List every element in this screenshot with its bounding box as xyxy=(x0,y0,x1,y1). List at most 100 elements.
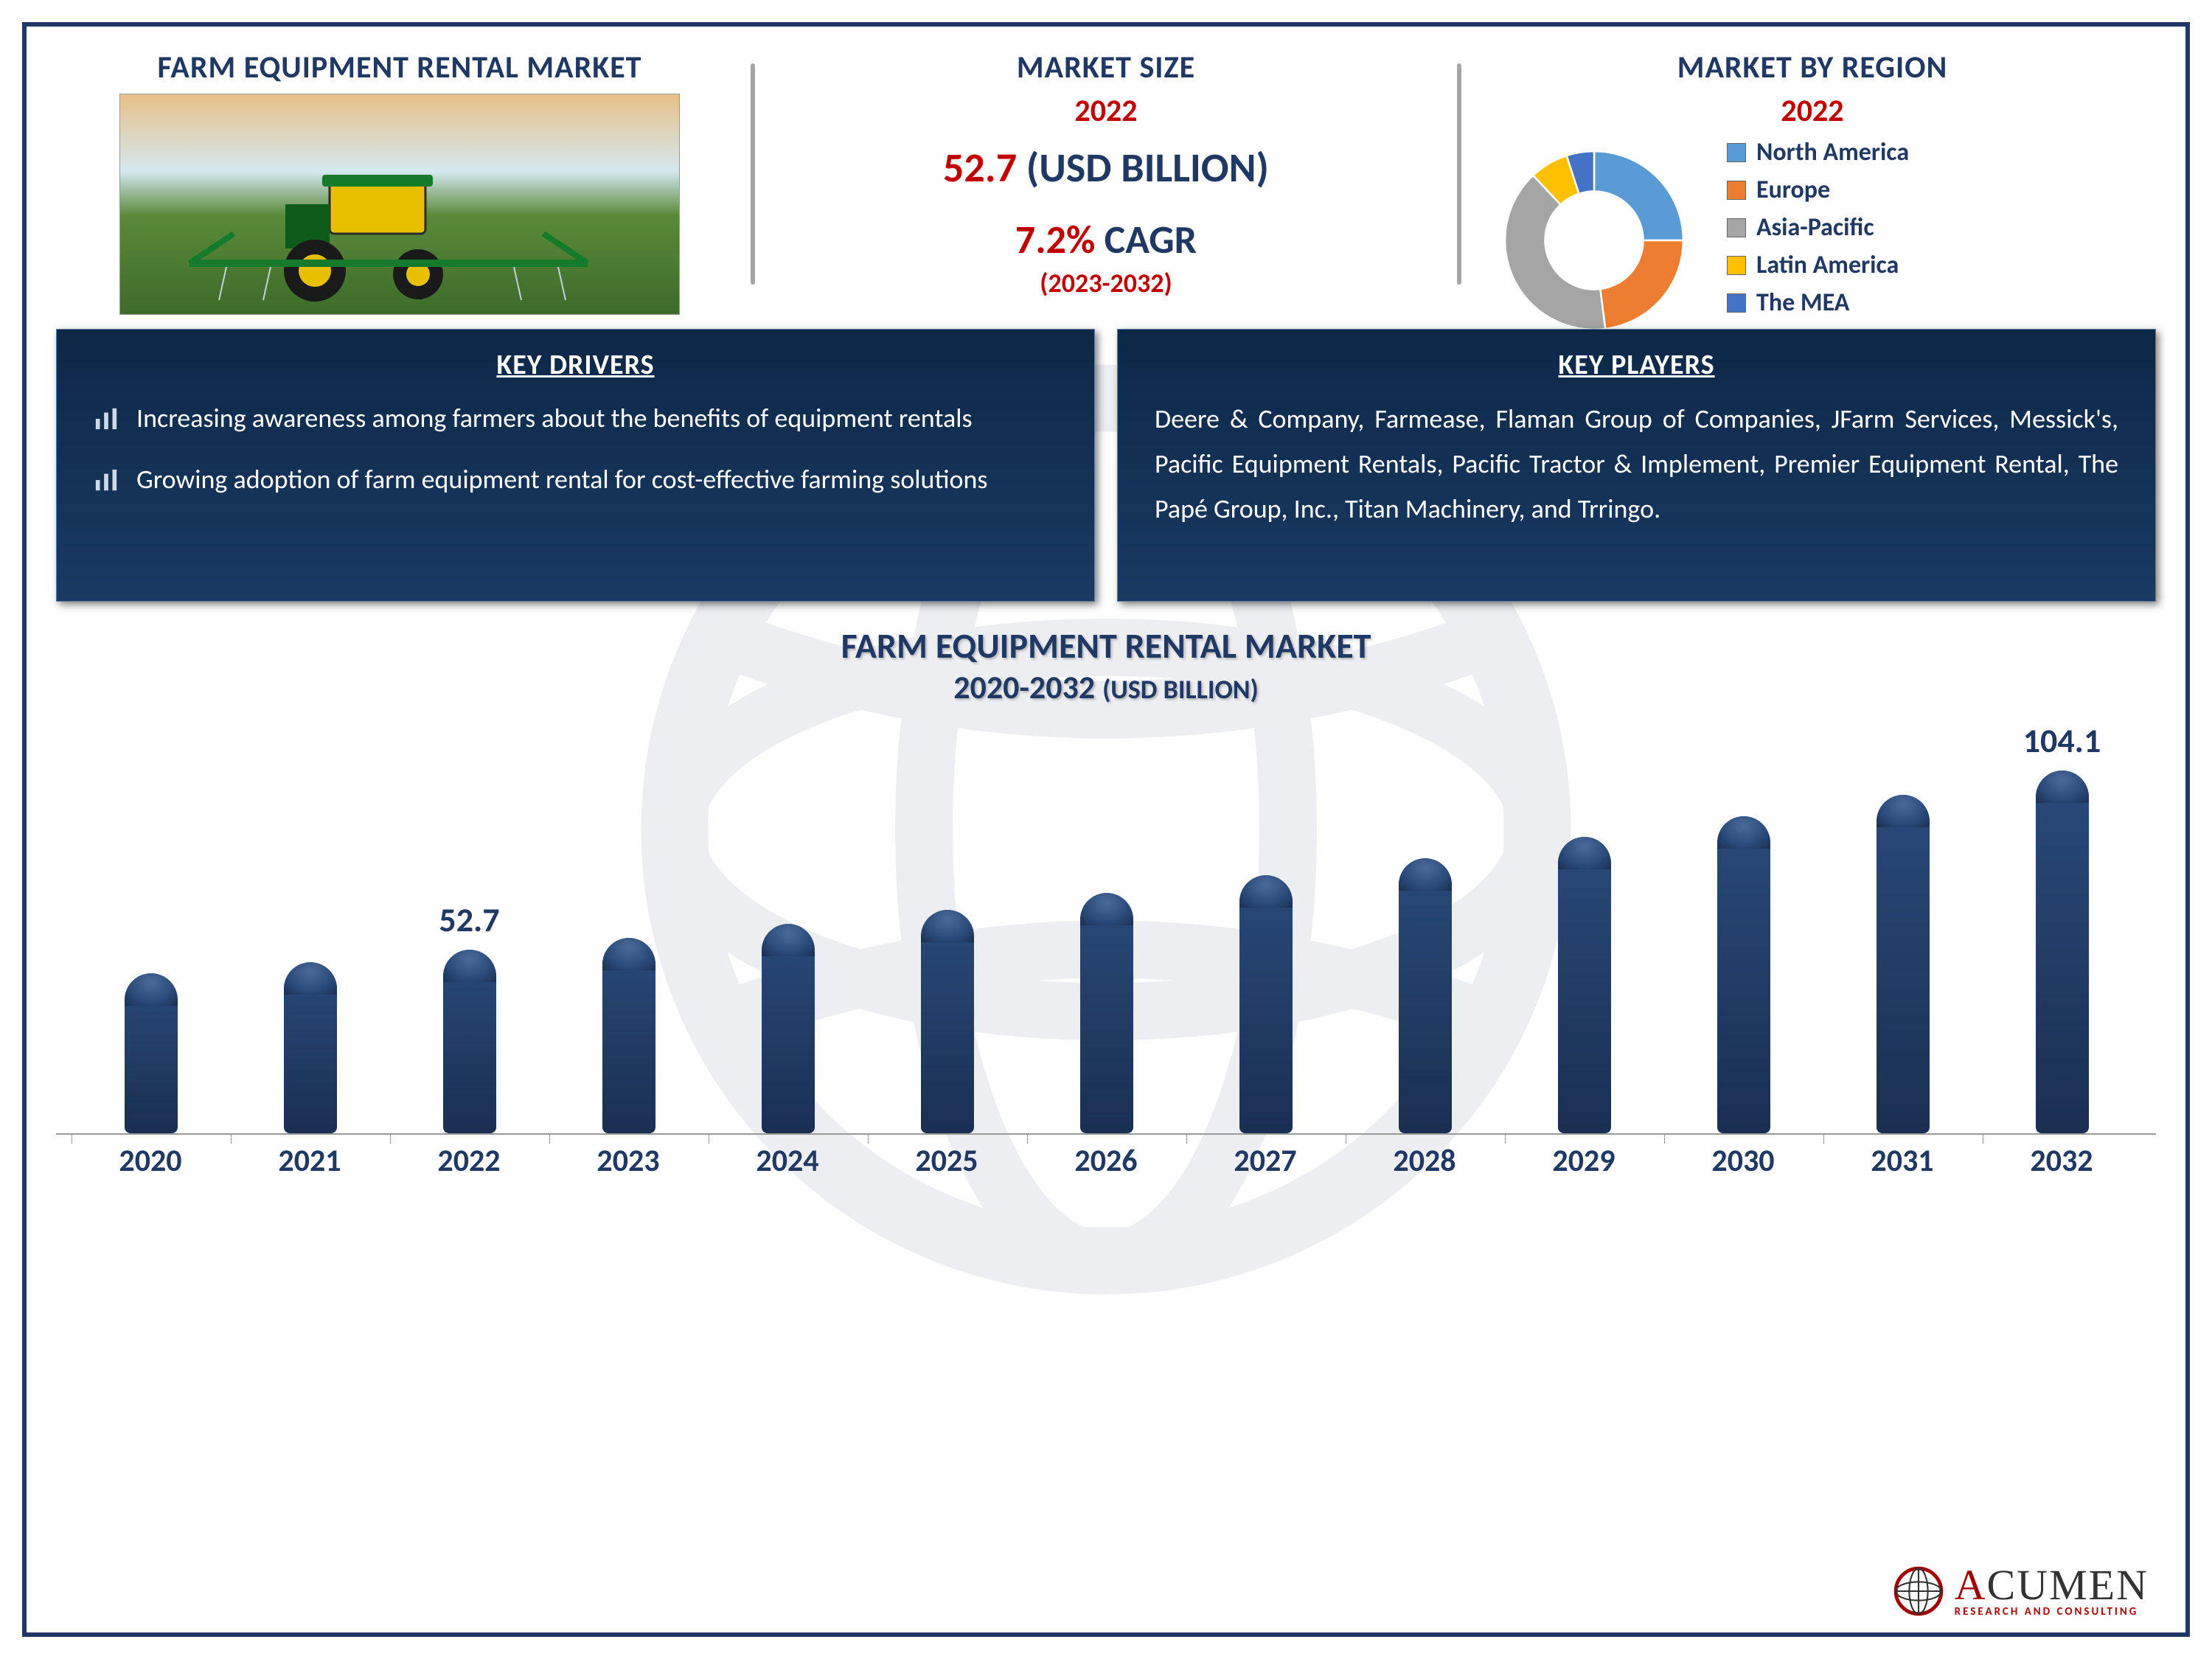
region-title: MARKET BY REGION xyxy=(1677,49,1948,86)
key-players-title: KEY PLAYERS xyxy=(1155,348,2118,382)
bar-icon xyxy=(94,401,123,445)
bar xyxy=(1080,893,1133,1133)
legend-item: Latin America xyxy=(1727,250,2156,280)
driver-text: Increasing awareness among farmers about… xyxy=(136,397,973,440)
brand-logo: ACUMEN RESEARCH AND CONSULTING xyxy=(1893,1564,2149,1618)
bar xyxy=(1399,858,1452,1133)
bar xyxy=(443,950,496,1133)
bar xyxy=(1877,795,1930,1133)
market-size-unit: (USD BILLION) xyxy=(1017,143,1269,193)
key-players-text: Deere & Company, Farmease, Flaman Group … xyxy=(1155,397,2118,532)
bar-value-label: 104.1 xyxy=(2023,720,2101,762)
legend-swatch xyxy=(1727,143,1746,162)
hero-title: FARM EQUIPMENT RENTAL MARKET xyxy=(158,49,642,86)
bar-column xyxy=(1026,722,1186,1133)
legend-item: Asia-Pacific xyxy=(1727,212,2156,243)
legend-swatch xyxy=(1727,256,1746,275)
cagr-range: (2023-2032) xyxy=(1040,267,1172,299)
market-size-year: 2022 xyxy=(1074,92,1137,130)
x-axis-label: 2024 xyxy=(708,1142,867,1180)
bar xyxy=(1239,875,1293,1133)
bar-icon xyxy=(94,462,123,506)
market-size-title: MARKET SIZE xyxy=(1017,49,1195,86)
bar xyxy=(284,962,337,1133)
x-axis-label: 2021 xyxy=(230,1142,389,1180)
logo-name: ACUMEN xyxy=(1955,1564,2149,1607)
bar-column xyxy=(1504,722,1663,1133)
x-axis-label: 2025 xyxy=(867,1142,1026,1180)
bar xyxy=(762,924,815,1133)
cagr-label: CAGR xyxy=(1095,215,1197,264)
x-axis-label: 2029 xyxy=(1504,1142,1663,1180)
bar-column xyxy=(1823,722,1982,1133)
top-row: FARM EQUIPMENT RENTAL MARKET MARK xyxy=(56,49,2156,329)
logo-text: ACUMEN RESEARCH AND CONSULTING xyxy=(1955,1564,2149,1618)
legend-swatch xyxy=(1727,181,1746,200)
driver-text: Growing adoption of farm equipment renta… xyxy=(136,458,987,501)
legend-label: North America xyxy=(1756,137,1909,167)
chart-unit: (USD BILLION) xyxy=(1102,673,1259,706)
bar xyxy=(2036,771,2089,1133)
legend-label: The MEA xyxy=(1756,288,1849,318)
bar xyxy=(125,973,178,1133)
infographic-frame: FARM EQUIPMENT RENTAL MARKET MARK xyxy=(22,22,2190,1637)
key-players-box: KEY PLAYERS Deere & Company, Farmease, F… xyxy=(1117,329,2156,602)
bar-column xyxy=(230,722,389,1133)
bar-column xyxy=(71,722,230,1133)
region-column: MARKET BY REGION 2022 North America Europ… xyxy=(1469,49,2156,329)
x-axis-label: 2030 xyxy=(1663,1142,1823,1180)
region-legend: North America Europe Asia-Pacific Latin Ame… xyxy=(1719,137,2156,325)
logo-tagline: RESEARCH AND CONSULTING xyxy=(1955,1607,2149,1618)
x-axis-label: 2020 xyxy=(71,1142,230,1180)
market-size-value: 52.7 (USD BILLION) xyxy=(943,143,1269,193)
chart-range: 2020-2032 xyxy=(953,667,1095,707)
region-content: North America Europe Asia-Pacific Latin Ame… xyxy=(1469,137,2156,344)
bar xyxy=(1558,837,1611,1133)
bar xyxy=(1717,816,1770,1133)
market-cagr: 7.2% CAGR xyxy=(1015,215,1197,264)
x-axis-label: 2031 xyxy=(1823,1142,1982,1180)
driver-item: Increasing awareness among farmers about… xyxy=(94,397,1057,445)
legend-item: The MEA xyxy=(1727,288,2156,318)
legend-label: Latin America xyxy=(1756,250,1899,280)
tractor-illustration xyxy=(182,160,595,307)
bar-column xyxy=(1663,722,1823,1133)
key-drivers-box: KEY DRIVERS Increasing awareness among f… xyxy=(56,329,1095,602)
donut-slice xyxy=(1594,151,1683,240)
bars-container: 52.7104.1 202020212022202320242025202620… xyxy=(56,722,2156,1180)
bar-column xyxy=(1345,722,1504,1133)
driver-item: Growing adoption of farm equipment renta… xyxy=(94,458,1057,506)
bar-column xyxy=(708,722,867,1133)
market-size-number: 52.7 xyxy=(943,143,1017,193)
vertical-divider xyxy=(1457,63,1461,285)
donut-chart xyxy=(1469,137,1719,344)
key-drivers-title: KEY DRIVERS xyxy=(94,348,1057,382)
bar-column: 52.7 xyxy=(389,722,549,1133)
legend-swatch xyxy=(1727,218,1746,237)
bar-column: 104.1 xyxy=(1982,722,2141,1133)
region-year: 2022 xyxy=(1781,92,1843,130)
legend-item: North America xyxy=(1727,137,2156,167)
legend-label: Europe xyxy=(1756,175,1830,205)
x-axis-label: 2032 xyxy=(1982,1142,2141,1180)
globe-icon xyxy=(1893,1565,1944,1617)
bar-chart-area: FARM EQUIPMENT RENTAL MARKET 2020-2032 (… xyxy=(56,624,2156,1180)
legend-label: Asia-Pacific xyxy=(1756,212,1874,243)
x-axis-label: 2022 xyxy=(389,1142,549,1180)
bar-column xyxy=(1186,722,1345,1133)
bar xyxy=(921,910,974,1133)
info-boxes-row: KEY DRIVERS Increasing awareness among f… xyxy=(56,329,2156,602)
bar-value-label: 52.7 xyxy=(439,900,499,941)
x-axis-label: 2027 xyxy=(1186,1142,1345,1180)
bar-column xyxy=(867,722,1026,1133)
market-size-column: MARKET SIZE 2022 52.7 (USD BILLION) 7.2%… xyxy=(762,49,1450,329)
x-axis-label: 2023 xyxy=(549,1142,708,1180)
cagr-number: 7.2% xyxy=(1015,215,1096,264)
donut-slice xyxy=(1600,240,1683,329)
hero-image xyxy=(119,94,680,315)
chart-title: FARM EQUIPMENT RENTAL MARKET xyxy=(56,624,2156,667)
chart-subtitle: 2020-2032 (USD BILLION) xyxy=(56,667,2156,707)
legend-swatch xyxy=(1727,293,1746,313)
x-axis-label: 2026 xyxy=(1026,1142,1186,1180)
bar-column xyxy=(549,722,708,1133)
